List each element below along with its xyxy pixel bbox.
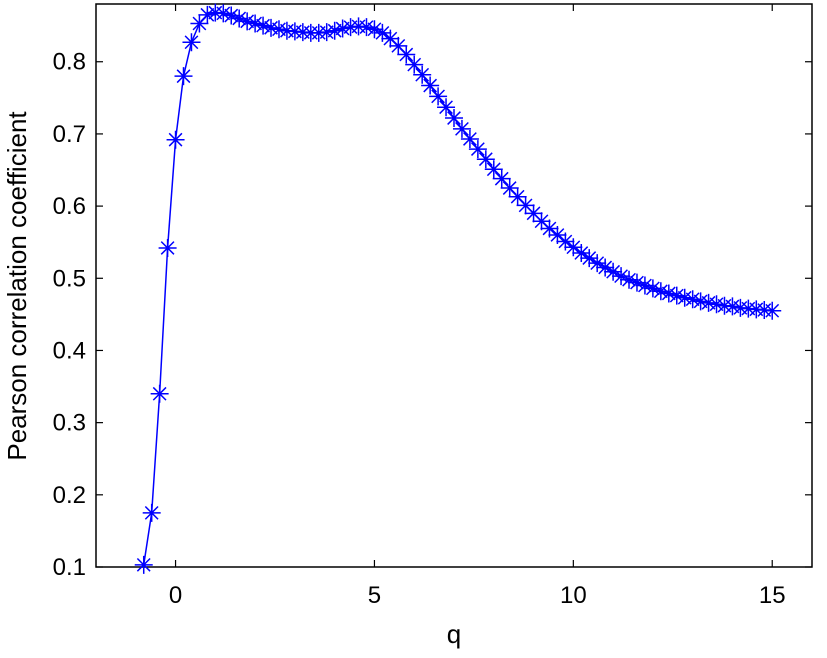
data-point	[564, 238, 583, 257]
data-point	[357, 18, 376, 37]
y-tick-label: 0.7	[53, 121, 86, 148]
data-point	[413, 65, 432, 84]
data-point	[317, 23, 336, 42]
data-point	[373, 23, 392, 42]
data-point	[421, 76, 440, 95]
data-point	[381, 29, 400, 48]
data-point	[524, 204, 543, 223]
data-point	[468, 140, 487, 159]
data-point	[429, 87, 448, 106]
data-point	[230, 9, 249, 28]
data-point	[548, 225, 567, 244]
x-axis-label: q	[447, 619, 461, 649]
data-point	[500, 179, 519, 198]
data-point	[604, 262, 623, 281]
data-point	[572, 244, 591, 263]
data-point	[150, 384, 169, 403]
data-point	[158, 238, 177, 257]
data-point	[596, 258, 615, 277]
data-point	[691, 292, 710, 311]
data-point	[763, 301, 782, 320]
data-point	[675, 288, 694, 307]
data-point	[134, 555, 153, 574]
series-group	[134, 3, 782, 574]
axis-ticks: 0 5 10 15 0.1 0.2 0.3 0.4 0.5 0.6 0.7 0.8	[53, 4, 812, 609]
data-point	[190, 14, 209, 33]
data-point	[612, 267, 631, 286]
y-tick-label: 0.3	[53, 410, 86, 437]
data-point	[508, 187, 527, 206]
data-point	[269, 20, 288, 39]
data-point	[214, 4, 233, 23]
data-point	[484, 160, 503, 179]
y-axis-label: Pearson correlation coefficient	[2, 111, 32, 461]
data-point	[437, 98, 456, 117]
x-tick-label: 5	[368, 582, 381, 609]
data-point	[397, 45, 416, 64]
data-point	[445, 109, 463, 128]
data-point	[635, 276, 654, 295]
data-point	[389, 36, 408, 55]
data-point	[365, 20, 384, 39]
data-point	[476, 150, 495, 169]
data-point	[246, 14, 265, 33]
data-point	[723, 297, 742, 316]
data-point	[198, 5, 217, 24]
data-point	[405, 55, 424, 74]
y-tick-label: 0.8	[53, 49, 86, 76]
data-point	[588, 254, 607, 273]
x-tick-label: 15	[759, 582, 786, 609]
x-tick-label: 10	[560, 582, 587, 609]
data-point	[667, 286, 686, 305]
data-point	[174, 67, 193, 86]
data-point	[460, 129, 479, 148]
data-point	[166, 130, 185, 149]
data-point	[532, 212, 551, 231]
y-tick-label: 0.4	[53, 337, 86, 364]
data-point	[643, 279, 662, 298]
y-tick-label: 0.1	[53, 554, 86, 581]
data-point	[627, 273, 646, 292]
data-point	[492, 169, 511, 188]
data-point	[452, 119, 471, 138]
data-point	[683, 290, 702, 309]
data-point	[142, 503, 161, 522]
data-point	[325, 21, 344, 40]
data-point	[222, 6, 241, 25]
plot-area	[95, 3, 813, 568]
data-point	[707, 295, 726, 314]
data-point	[262, 18, 281, 37]
data-point	[699, 293, 718, 312]
data-point	[556, 232, 575, 251]
data-point	[580, 249, 599, 268]
data-point	[516, 196, 535, 215]
data-point	[540, 219, 559, 238]
data-point	[333, 19, 352, 38]
data-point	[254, 16, 273, 35]
y-tick-label: 0.5	[53, 265, 86, 292]
data-point	[620, 270, 639, 289]
data-point	[238, 12, 257, 31]
x-tick-label: 0	[169, 582, 182, 609]
data-point	[659, 284, 678, 303]
data-point	[182, 33, 201, 52]
y-tick-label: 0.2	[53, 482, 86, 509]
data-point	[651, 282, 670, 301]
y-tick-label: 0.6	[53, 193, 86, 220]
